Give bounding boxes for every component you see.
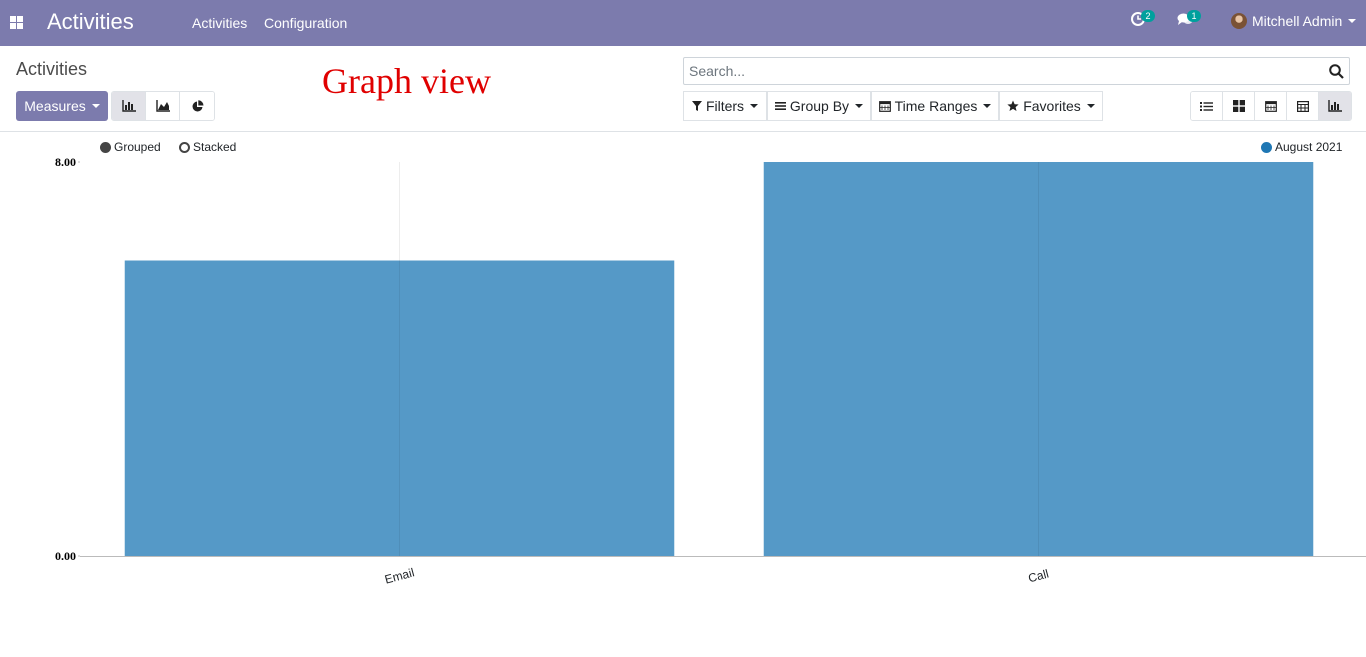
user-menu[interactable]: Mitchell Admin (1231, 13, 1357, 29)
activities-systray-button[interactable]: 2 (1131, 10, 1155, 31)
avatar (1231, 13, 1247, 29)
filters-button[interactable]: Filters (683, 91, 767, 121)
filter-icon (691, 101, 702, 111)
search-input[interactable] (684, 58, 1349, 84)
graph-view-button[interactable] (1319, 92, 1351, 120)
bar-chart: 8.00 0.00 Email Call (55, 155, 1366, 587)
bar-chart-icon (1328, 100, 1342, 112)
messages-systray-button[interactable]: 1 (1177, 10, 1201, 31)
activity-count-badge: 2 (1141, 10, 1155, 22)
chevron-down-icon (855, 104, 864, 108)
grouped-option[interactable]: Grouped (100, 140, 161, 154)
series-legend[interactable]: August 2021 (1261, 140, 1342, 154)
y-tick-label: 0.00 (55, 549, 76, 563)
time-ranges-button[interactable]: Time Ranges (871, 91, 999, 121)
legend-dot-icon (1261, 141, 1272, 153)
group-by-button[interactable]: Group By (767, 91, 871, 121)
breadcrumb: Activities (16, 59, 88, 79)
apps-menu-icon[interactable] (10, 16, 23, 29)
measures-button[interactable]: Measures (16, 91, 108, 121)
kanban-view-button[interactable] (1223, 92, 1255, 120)
chevron-down-icon (91, 104, 100, 108)
radio-unselected-icon (179, 141, 190, 153)
search-icon[interactable] (1329, 64, 1344, 79)
pivot-view-button[interactable] (1287, 92, 1319, 120)
area-chart-icon (155, 100, 170, 112)
stacked-label: Stacked (193, 140, 237, 154)
filters-label: Filters (705, 98, 745, 114)
grouped-label: Grouped (114, 140, 161, 154)
bar-call (763, 162, 1314, 556)
legend-series-name: August 2021 (1275, 140, 1343, 154)
chevron-down-icon (983, 104, 992, 108)
favorites-label: Favorites (1023, 98, 1081, 114)
favorites-button[interactable]: Favorites (999, 91, 1103, 121)
bar-chart-icon (121, 100, 136, 112)
chevron-down-icon (1086, 104, 1095, 108)
measures-label: Measures (24, 98, 86, 114)
menu-configuration[interactable]: Configuration (264, 15, 348, 31)
line-chart-button[interactable] (146, 92, 180, 120)
time-ranges-label: Time Ranges (894, 98, 978, 114)
bar-chart-button[interactable] (112, 92, 146, 120)
star-icon (1007, 100, 1019, 111)
group-by-label: Group By (789, 98, 850, 114)
chevron-down-icon (1348, 19, 1357, 23)
graph-view-annotation: Graph view (322, 61, 491, 101)
message-count-badge: 1 (1187, 10, 1201, 22)
view-switcher (1190, 91, 1352, 121)
menu-activities[interactable]: Activities (192, 15, 248, 31)
app-title[interactable]: Activities (47, 9, 134, 34)
search-bar (683, 57, 1350, 85)
bar-email (124, 260, 675, 556)
table-icon (1296, 100, 1309, 112)
list-icon (774, 102, 786, 110)
x-tick-label: Call (1027, 567, 1051, 586)
main-navbar: Activities Activities Configuration 2 1 … (0, 0, 1366, 46)
y-tick-label: 8.00 (55, 155, 76, 169)
list-view-button[interactable] (1191, 92, 1223, 120)
control-panel-divider (0, 131, 1366, 132)
radio-selected-icon (100, 141, 111, 153)
calendar-view-icon (1264, 101, 1277, 112)
pie-chart-icon (192, 99, 203, 111)
x-tick-label: Email (383, 565, 416, 586)
chevron-down-icon (750, 104, 759, 108)
calendar-icon (878, 101, 891, 112)
calendar-view-button[interactable] (1255, 92, 1287, 120)
pie-chart-button[interactable] (180, 92, 214, 120)
chart-type-switcher (111, 91, 215, 121)
user-name: Mitchell Admin (1252, 13, 1343, 29)
list-view-icon (1200, 101, 1213, 111)
kanban-view-icon (1232, 100, 1245, 112)
stacked-option[interactable]: Stacked (179, 140, 236, 154)
